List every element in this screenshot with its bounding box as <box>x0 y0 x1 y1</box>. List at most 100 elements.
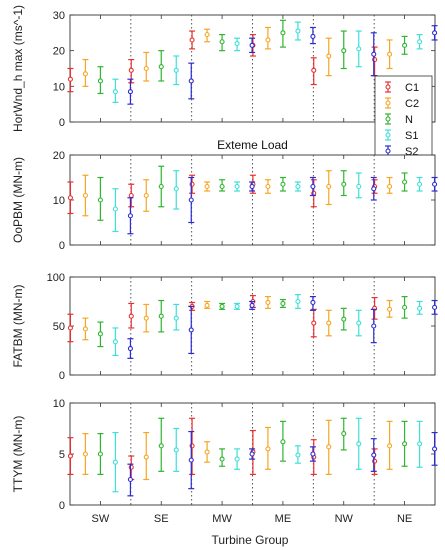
y-tick-label: 0 <box>59 117 65 129</box>
mean-point-S2 <box>249 183 255 190</box>
legend-box <box>374 75 433 161</box>
x-tick-label: NE <box>397 513 412 525</box>
x-tick-label: MW <box>212 513 232 525</box>
mean-point-S1 <box>356 441 362 447</box>
mean-point-S1 <box>417 181 423 187</box>
mean-point-S2 <box>432 446 438 452</box>
y-tick-label: 30 <box>53 10 65 22</box>
mean-point-N <box>280 300 286 307</box>
y-tick-label: 10 <box>53 195 65 207</box>
mean-point-N <box>402 42 408 48</box>
mean-point-C2 <box>265 37 271 43</box>
mean-point-C2 <box>387 443 393 449</box>
y-tick-label: 0 <box>59 500 65 512</box>
mean-point-C1 <box>311 320 317 326</box>
mean-point-S1 <box>173 67 179 73</box>
y-axis-label: TTYM (MN-m) <box>11 416 25 493</box>
y-axis-label: OoPBM (MN-m) <box>11 157 25 243</box>
mean-point-N <box>402 179 408 185</box>
mean-point-C2 <box>204 32 210 38</box>
legend-marker-point <box>385 84 391 90</box>
panel-title: Exteme Load <box>217 138 288 152</box>
mean-point-C2 <box>204 183 210 190</box>
mean-point-S2 <box>188 197 194 203</box>
mean-point-S2 <box>249 451 255 457</box>
mean-point-C2 <box>265 446 271 452</box>
mean-point-C2 <box>143 454 149 460</box>
mean-point-S1 <box>417 305 423 311</box>
mean-point-C1 <box>128 192 134 199</box>
mean-point-S1 <box>112 459 118 465</box>
mean-point-N <box>219 303 225 309</box>
y-tick-label: 100 <box>47 272 65 284</box>
mean-point-S2 <box>127 213 133 219</box>
mean-point-S2 <box>249 302 255 308</box>
mean-point-C1 <box>189 37 195 43</box>
mean-point-S2 <box>127 476 133 483</box>
mean-point-S1 <box>234 183 240 190</box>
mean-point-N <box>341 181 347 187</box>
mean-point-S2 <box>127 345 133 352</box>
mean-point-C2 <box>143 65 149 72</box>
mean-point-S1 <box>112 206 118 212</box>
mean-point-S2 <box>188 327 194 333</box>
y-tick-label: 5 <box>59 449 65 461</box>
y-axis-label: FATBM (MN-m) <box>11 284 25 367</box>
mean-point-S1 <box>356 46 362 52</box>
mean-point-S2 <box>127 89 133 95</box>
mean-point-S1 <box>173 447 179 453</box>
mean-point-S1 <box>356 320 362 326</box>
mean-point-N <box>158 313 164 319</box>
legend-marker-point <box>385 100 391 106</box>
mean-point-S1 <box>417 39 423 45</box>
mean-point-S2 <box>310 183 316 190</box>
legend-label: C1 <box>405 82 419 94</box>
mean-point-S2 <box>371 323 377 329</box>
x-axis-label: Turbine Group <box>212 533 289 547</box>
mean-point-S2 <box>188 78 194 84</box>
mean-point-C2 <box>387 51 393 57</box>
mean-point-C2 <box>204 302 210 308</box>
mean-point-N <box>280 439 286 445</box>
mean-point-S2 <box>310 451 316 457</box>
mean-point-S2 <box>371 51 377 57</box>
mean-point-S1 <box>112 339 118 345</box>
mean-point-N <box>341 431 347 437</box>
mean-point-C1 <box>67 453 73 459</box>
mean-point-C2 <box>326 183 332 190</box>
mean-point-C2 <box>326 320 332 326</box>
y-tick-label: 20 <box>53 46 65 58</box>
legend-label: S1 <box>405 130 418 142</box>
mean-point-N <box>219 456 225 462</box>
mean-point-C2 <box>387 306 393 312</box>
mean-point-S1 <box>295 183 301 190</box>
y-tick-label: 0 <box>59 370 65 382</box>
mean-point-C1 <box>128 313 134 319</box>
mean-point-C2 <box>82 71 88 77</box>
legend-label: C2 <box>405 98 419 110</box>
mean-point-S1 <box>234 40 240 47</box>
legend-label: N <box>405 114 413 126</box>
mean-point-N <box>280 30 286 36</box>
mean-point-S1 <box>112 89 118 95</box>
mean-point-S1 <box>295 298 301 305</box>
legend-marker-point <box>385 116 391 122</box>
mean-point-N <box>158 443 164 449</box>
mean-point-N <box>97 78 103 84</box>
y-tick-label: 20 <box>53 150 65 162</box>
mean-point-S1 <box>173 186 179 192</box>
mean-point-S1 <box>295 28 301 34</box>
mean-point-S1 <box>234 303 240 309</box>
x-tick-label: SE <box>154 513 169 525</box>
mean-point-C2 <box>326 53 332 59</box>
mean-point-S2 <box>310 299 316 306</box>
mean-point-N <box>402 304 408 310</box>
mean-point-C2 <box>326 444 332 450</box>
mean-point-S2 <box>432 181 438 187</box>
mean-point-N <box>280 181 286 187</box>
y-tick-label: 0 <box>59 240 65 252</box>
mean-point-C2 <box>265 299 271 306</box>
mean-point-C1 <box>67 325 73 331</box>
mean-point-N <box>341 316 347 322</box>
mean-point-N <box>219 39 225 45</box>
